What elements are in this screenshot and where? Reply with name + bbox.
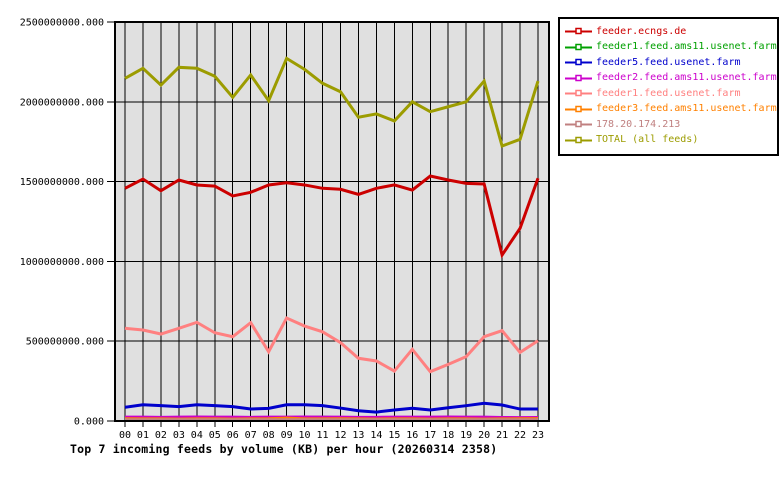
x-axis-label: 03 (173, 430, 185, 441)
x-axis-label: 09 (281, 430, 293, 441)
x-axis-label: 21 (496, 430, 508, 441)
x-axis-label: 20 (478, 430, 490, 441)
series-line-feeder1-feed-usenet-farm (124, 316, 539, 374)
x-axis-label: 12 (334, 430, 346, 441)
legend-item: TOTAL (all feeds) (565, 133, 777, 149)
legend-item: 178.20.174.213 (565, 117, 777, 133)
legend-line-sample-icon (565, 59, 592, 66)
legend-item: feeder1.feed.usenet.farm (565, 86, 777, 102)
legend-item: feeder3.feed.ams11.usenet.farm (565, 102, 777, 118)
series-line-total-all-feeds- (124, 56, 540, 148)
legend-line-sample-icon (565, 136, 592, 143)
series-line-feeder-ecngs-de (124, 174, 540, 259)
x-axis-label: 07 (245, 430, 257, 441)
legend-line-sample-icon (565, 121, 592, 128)
series-line-feeder2-feed-ams11-usenet-farm (125, 415, 539, 420)
legend-line-sample-icon (565, 74, 592, 81)
x-axis-label: 01 (137, 430, 149, 441)
legend-label: feeder3.feed.ams11.usenet.farm (596, 103, 777, 115)
x-axis-label: 00 (119, 430, 131, 441)
x-axis-label: 06 (227, 430, 239, 441)
y-axis-label: 1500000000.000 (20, 177, 104, 188)
x-axis-label: 13 (352, 430, 364, 441)
legend-label: feeder.ecngs.de (596, 25, 687, 37)
x-axis-label: 15 (388, 430, 400, 441)
x-axis-label: 22 (514, 430, 526, 441)
chart-title: Top 7 incoming feeds by volume (KB) per … (70, 442, 498, 456)
y-axis-label: 2500000000.000 (20, 18, 104, 29)
y-axis-label: 1000000000.000 (20, 257, 104, 268)
x-axis-label: 17 (424, 430, 436, 441)
legend-label: feeder5.feed.usenet.farm (596, 56, 741, 68)
legend-label: 178.20.174.213 (596, 118, 681, 130)
legend-item: feeder.ecngs.de (565, 24, 777, 40)
legend-line-sample-icon (565, 43, 592, 50)
legend-line-sample-icon (565, 90, 592, 97)
x-axis-label: 23 (532, 430, 544, 441)
legend: feeder.ecngs.de feeder1.feed.ams11.usenet… (558, 17, 779, 156)
plot-border (114, 21, 550, 422)
y-axis-label: 2000000000.000 (20, 97, 104, 108)
y-axis-label: 500000000.000 (26, 337, 104, 348)
legend-label: feeder1.feed.usenet.farm (596, 87, 741, 99)
legend-label: TOTAL (all feeds) (596, 134, 699, 146)
y-axis-label: 0.000 (74, 417, 104, 428)
legend-label: feeder2.feed.ams11.usenet.farm (596, 72, 777, 84)
x-axis-label: 19 (460, 430, 472, 441)
x-axis-label: 16 (406, 430, 418, 441)
x-axis-label: 04 (191, 430, 203, 441)
legend-item: feeder1.feed.ams11.usenet.farm (565, 40, 777, 56)
legend-line-sample-icon (565, 105, 592, 112)
x-axis-label: 05 (209, 430, 221, 441)
x-axis-label: 08 (263, 430, 275, 441)
series-line-feeder5-feed-usenet-farm (124, 401, 538, 414)
x-axis-label: 14 (370, 430, 382, 441)
x-axis-label: 11 (316, 430, 328, 441)
x-axis-label: 18 (442, 430, 454, 441)
legend-item: feeder5.feed.usenet.farm (565, 55, 777, 71)
legend-item: feeder2.feed.ams11.usenet.farm (565, 71, 777, 87)
legend-label: feeder1.feed.ams11.usenet.farm (596, 41, 777, 53)
x-axis-label: 10 (299, 430, 311, 441)
x-axis-label: 02 (155, 430, 167, 441)
legend-line-sample-icon (565, 28, 592, 35)
